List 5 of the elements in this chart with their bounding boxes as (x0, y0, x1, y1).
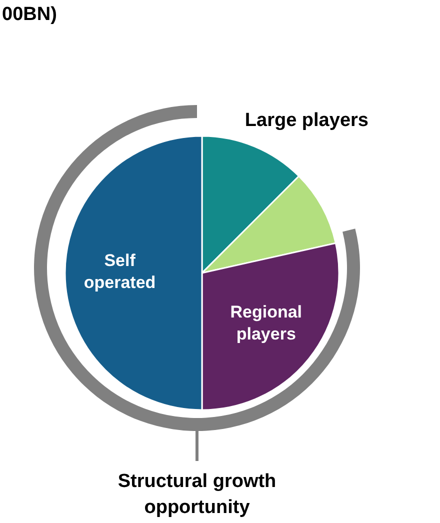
text: Structural growth opportunity (118, 471, 276, 518)
slice-label: Large players (244, 110, 368, 132)
chart-title: 00BN) (2, 4, 57, 25)
slice-label: Regional players (230, 302, 302, 344)
slice-label: Self operated (84, 251, 156, 292)
